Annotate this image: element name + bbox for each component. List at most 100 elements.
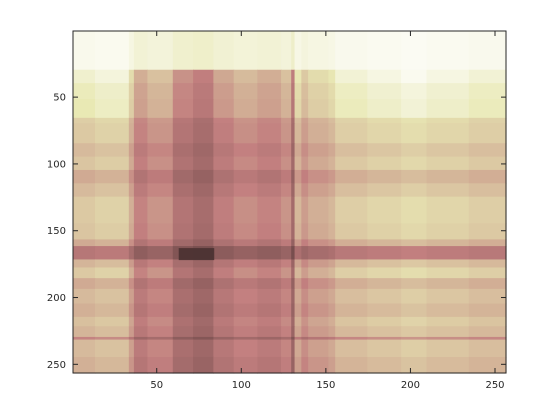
- heatmap-cell-r9-c12: [294, 183, 302, 198]
- heatmap-cell-r12-c8: [233, 239, 258, 247]
- heatmap-cell-r7-c3: [133, 156, 149, 171]
- heatmap-cell-r15-c11: [291, 267, 296, 279]
- heatmap-cell-r4-c10: [281, 117, 292, 124]
- heatmap-cell-r19-c4: [147, 316, 174, 327]
- heatmap-cell-r6-c1: [94, 143, 130, 158]
- heatmap-cell-r23-c19: [426, 356, 470, 374]
- heatmap-cell-r12-c1: [94, 239, 130, 247]
- heatmap-cell-r12-c11: [291, 239, 296, 247]
- heatmap-cell-r6-c19: [426, 143, 470, 158]
- heatmap-cell-r10-c1: [94, 196, 130, 224]
- heatmap-cell-r20-c11: [291, 326, 296, 338]
- heatmap-cell-r16-c8: [233, 278, 258, 290]
- heatmap-cell-r1-c4: [147, 69, 174, 84]
- heatmap-cell-r14-c2: [128, 259, 135, 269]
- heatmap-cell-r0-c20: [468, 31, 507, 71]
- heatmap-cell-r7-c13: [301, 156, 309, 171]
- heatmap-cell-r18-c2: [128, 303, 135, 318]
- heatmap-cell-r8-c20: [468, 169, 507, 184]
- heatmap-cell-r20-c3: [133, 326, 149, 338]
- heatmap-cell-r14-c9: [257, 259, 282, 269]
- heatmap-cell-r6-c7: [213, 143, 235, 158]
- heatmap-cell-r5-c18: [401, 123, 428, 144]
- heatmap-cell-r10-c13: [301, 196, 309, 224]
- heatmap-cell-r15-c15: [328, 267, 336, 279]
- heatmap-cell-r5-c3: [133, 123, 149, 144]
- heatmap-cell-r16-c6: [193, 278, 214, 290]
- heatmap-cell-r20-c1: [94, 326, 130, 338]
- heatmap-cell-r14-c4: [147, 259, 174, 269]
- heatmap-cell-r8-c5: [172, 169, 194, 184]
- heatmap-cell-r7-c2: [128, 156, 135, 171]
- heatmap-cell-r21-c17: [367, 336, 402, 341]
- heatmap-cell-r21-c3: [133, 336, 149, 341]
- heatmap-cell-r17-c13: [301, 288, 309, 305]
- heatmap-cell-r11-c15: [328, 223, 336, 241]
- heatmap-cell-r6-c13: [301, 143, 309, 158]
- heatmap-cell-r10-c11: [291, 196, 296, 224]
- heatmap-cell-r19-c11: [291, 316, 296, 327]
- heatmap-cell-r16-c18: [401, 278, 428, 290]
- heatmap-cell-r13-c16: [335, 246, 368, 261]
- heatmap-cell-r17-c9: [257, 288, 282, 305]
- heatmap-cell-r17-c4: [147, 288, 174, 305]
- heatmap-cell-r15-c4: [147, 267, 174, 279]
- heatmap-cell-r14-c19: [426, 259, 470, 269]
- heatmap-cell-r0-c14: [308, 31, 330, 71]
- heatmap-cell-r12-c15: [328, 239, 336, 247]
- heatmap-cell-r23-c14: [308, 356, 330, 374]
- heatmap-cell-r16-c3: [133, 278, 149, 290]
- heatmap-cell-r10-c14: [308, 196, 330, 224]
- heatmap-cell-r8-c2: [128, 169, 135, 184]
- heatmap-cell-r15-c5: [172, 267, 194, 279]
- heatmap-cell-r11-c9: [257, 223, 282, 241]
- heatmap-cell-r3-c18: [401, 99, 428, 119]
- heatmap-cell-r17-c12: [294, 288, 302, 305]
- heatmap-cell-r13-c7: [213, 246, 235, 261]
- heatmap-cell-r7-c20: [468, 156, 507, 171]
- heatmap-cell-r21-c8: [233, 336, 258, 341]
- heatmap-cell-r15-c13: [301, 267, 309, 279]
- heatmap-cell-r18-c11: [291, 303, 296, 318]
- heatmap-cell-r7-c6: [193, 156, 214, 171]
- heatmap-cell-r23-c5: [172, 356, 194, 374]
- heatmap-cell-r3-c7: [213, 99, 235, 119]
- heatmap-cell-r20-c19: [426, 326, 470, 338]
- heatmap-cell-r4-c7: [213, 117, 235, 124]
- heatmap-cell-r23-c17: [367, 356, 402, 374]
- heatmap-cell-r4-c9: [257, 117, 282, 124]
- heatmap-cell-r18-c10: [281, 303, 292, 318]
- heatmap-cell-r12-c3: [133, 239, 149, 247]
- heatmap-cell-r22-c13: [301, 339, 309, 358]
- heatmap-cell-r11-c19: [426, 223, 470, 241]
- heatmap-cell-r7-c14: [308, 156, 330, 171]
- heatmap-cell-r1-c17: [367, 69, 402, 84]
- heatmap-cell-r6-c11: [291, 143, 296, 158]
- heatmap-cell-r0-c15: [328, 31, 336, 71]
- heatmap-cell-r7-c7: [213, 156, 235, 171]
- heatmap-cell-r19-c8: [233, 316, 258, 327]
- heatmap-cell-r17-c2: [128, 288, 135, 305]
- heatmap-cell-r21-c18: [401, 336, 428, 341]
- heatmap-cell-r19-c2: [128, 316, 135, 327]
- heatmap-cell-r19-c13: [301, 316, 309, 327]
- heatmap-cell-r19-c12: [294, 316, 302, 327]
- heatmap-cell-r18-c12: [294, 303, 302, 318]
- heatmap-cell-r18-c20: [468, 303, 507, 318]
- heatmap-cell-r3-c6: [193, 99, 214, 119]
- heatmap-cell-r22-c5: [172, 339, 194, 358]
- heatmap-cells: [73, 31, 507, 374]
- heatmap-cell-r7-c12: [294, 156, 302, 171]
- heatmap-cell-r21-c19: [426, 336, 470, 341]
- heatmap-cell-r13-c8: [233, 246, 258, 261]
- heatmap-cell-r16-c16: [335, 278, 368, 290]
- heatmap-cell-r23-c4: [147, 356, 174, 374]
- heatmap-cell-r1-c18: [401, 69, 428, 84]
- heatmap-cell-r7-c5: [172, 156, 194, 171]
- heatmap-cell-r18-c17: [367, 303, 402, 318]
- heatmap-cell-r1-c6: [193, 69, 214, 84]
- heatmap-cell-r7-c10: [281, 156, 292, 171]
- heatmap-cell-r6-c4: [147, 143, 174, 158]
- heatmap-cell-r5-c16: [335, 123, 368, 144]
- heatmap-cell-r11-c14: [308, 223, 330, 241]
